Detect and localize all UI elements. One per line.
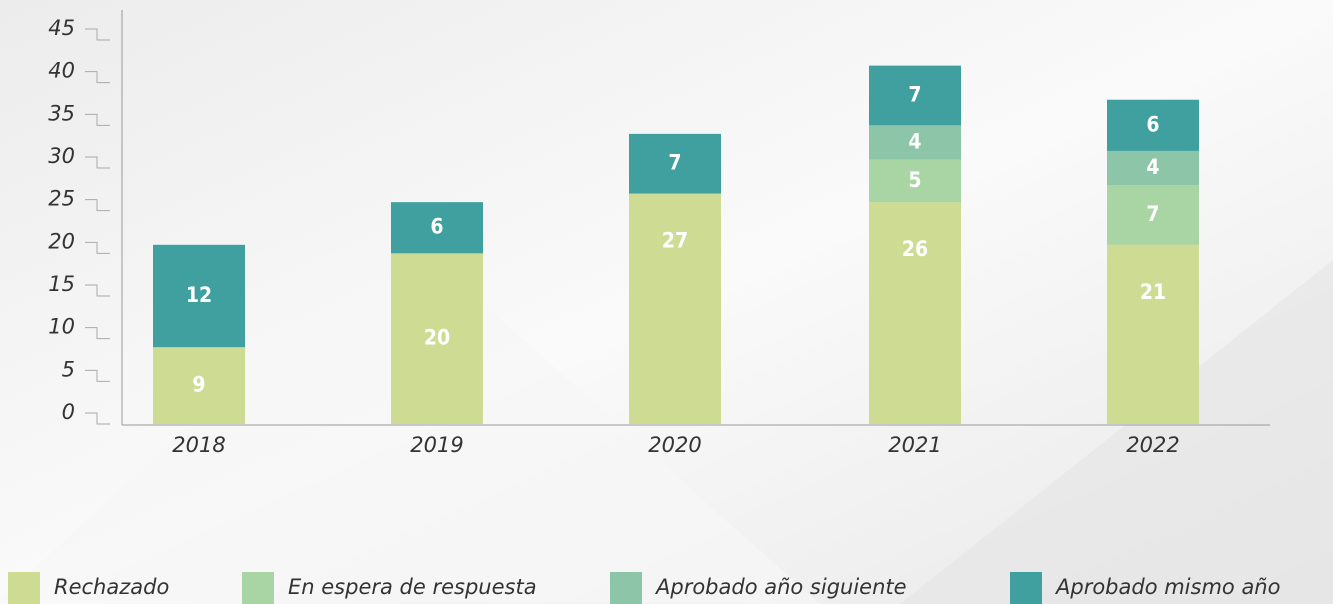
x-tick-label: 2021: [888, 433, 941, 457]
value-label: 27: [662, 229, 688, 253]
bar-segment: [869, 202, 961, 424]
x-tick-label: 2020: [648, 433, 701, 457]
y-tick-label: 45: [48, 16, 75, 40]
y-tick-label: 5: [62, 357, 75, 381]
value-label: 9: [192, 373, 205, 397]
y-tick-label: 15: [48, 272, 75, 296]
tick-mark: [85, 327, 110, 340]
x-tick-label: 2019: [410, 433, 463, 457]
tick-mark: [85, 156, 110, 169]
tick-mark: [85, 71, 110, 84]
bar-segment: [869, 159, 961, 203]
legend-label: Aprobado año siguiente: [654, 575, 907, 599]
y-tick-label: 10: [48, 315, 75, 339]
bar-segment: [869, 125, 961, 160]
y-tick-label: 35: [48, 101, 75, 125]
tick-mark: [85, 113, 110, 126]
bar-segment: [153, 244, 245, 348]
value-label: 4: [1146, 155, 1159, 179]
bar-segment: [1107, 244, 1199, 424]
value-label: 7: [1146, 202, 1159, 226]
value-label: 7: [908, 82, 921, 106]
value-label: 12: [186, 283, 212, 307]
tick-mark: [85, 412, 110, 425]
y-tick-label: 30: [48, 144, 75, 168]
value-label: 5: [908, 168, 921, 192]
y-tick-label: 0: [62, 400, 75, 424]
bar-segment: [1107, 150, 1199, 186]
value-label: 6: [430, 215, 443, 239]
bar-segment: [391, 253, 483, 424]
bar-segment: [1107, 185, 1199, 245]
value-label: 7: [668, 151, 681, 175]
legend-label: Rechazado: [54, 575, 169, 599]
legend-swatch: [1010, 572, 1042, 604]
value-label: 26: [902, 237, 928, 261]
y-tick-label: 20: [48, 229, 75, 253]
value-label: 4: [908, 129, 921, 153]
legend-swatch: [610, 572, 642, 604]
x-tick-label: 2022: [1126, 433, 1179, 457]
legend-swatch: [8, 572, 40, 604]
value-label: 6: [1146, 112, 1159, 136]
legend-label: Aprobado mismo año: [1054, 575, 1280, 599]
tick-mark: [85, 199, 110, 212]
legend-swatch: [242, 572, 274, 604]
tick-mark: [85, 28, 110, 41]
value-label: 21: [1140, 280, 1166, 304]
legend-label: En espera de respuesta: [288, 575, 537, 599]
value-label: 20: [424, 326, 450, 350]
bar-segment: [629, 133, 721, 194]
bar-segment: [153, 347, 245, 424]
y-tick-label: 40: [48, 59, 75, 83]
y-tick-label: 25: [48, 187, 75, 211]
tick-mark: [85, 241, 110, 254]
bar-segment: [1107, 99, 1199, 151]
bg-shape: [900, 260, 1333, 604]
bar-segment: [391, 202, 483, 254]
tick-mark: [85, 369, 110, 382]
x-tick-label: 2018: [172, 433, 225, 457]
bar-segment: [629, 193, 721, 424]
tick-mark: [85, 284, 110, 297]
bar-segment: [869, 65, 961, 126]
